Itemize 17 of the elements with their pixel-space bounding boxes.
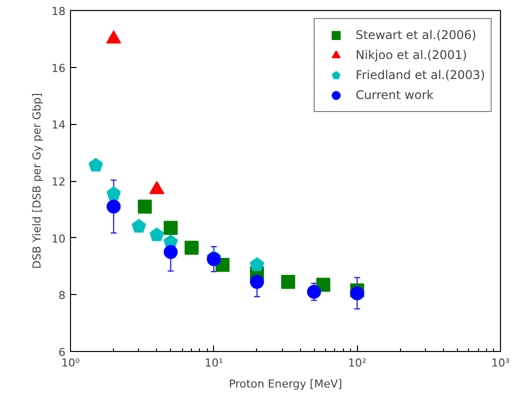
legend-label: Nikjoo et al.(2001) <box>356 48 468 62</box>
y-tick-label: 12 <box>52 176 66 188</box>
y-tick-label: 10 <box>52 232 66 246</box>
y-tick-label: 6 <box>58 346 66 359</box>
y-tick-label: 14 <box>52 118 66 132</box>
legend-label: Stewart et al.(2006) <box>356 28 476 42</box>
legend-label: Current work <box>356 88 434 102</box>
x-axis-title: Proton Energy [MeV] <box>228 378 342 390</box>
x-tick-label: 10³ <box>491 356 510 370</box>
y-axis-title: DSB Yield [DSB per Gy per Gbp] <box>30 93 44 269</box>
x-tick-label: 10² <box>348 356 366 370</box>
y-tick-label: 18 <box>52 5 66 18</box>
y-tick-label: 16 <box>52 62 66 75</box>
x-tick-label: 10¹ <box>204 356 224 370</box>
legend-label: Friedland et al.(2003) <box>356 68 485 82</box>
x-tick-label: 10⁰ <box>61 356 80 370</box>
y-tick-label: 8 <box>58 289 66 302</box>
